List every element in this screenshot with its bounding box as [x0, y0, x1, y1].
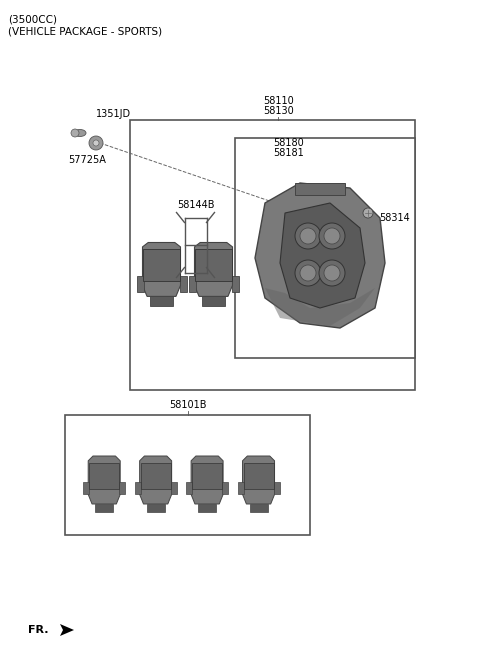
Polygon shape [141, 463, 171, 489]
Bar [135, 482, 141, 495]
Text: 58130: 58130 [263, 106, 294, 116]
Polygon shape [88, 456, 120, 504]
Circle shape [93, 140, 99, 146]
Ellipse shape [74, 129, 86, 137]
Polygon shape [192, 463, 222, 489]
Circle shape [89, 136, 103, 150]
Bar [238, 482, 243, 495]
Text: 58144B: 58144B [177, 200, 214, 210]
Text: 58180: 58180 [274, 138, 304, 148]
Text: 57725A: 57725A [68, 155, 106, 165]
Text: (VEHICLE PACKAGE - SPORTS): (VEHICLE PACKAGE - SPORTS) [8, 26, 162, 36]
Text: 58110: 58110 [263, 96, 294, 106]
Bar [198, 504, 216, 512]
Bar [235, 138, 415, 358]
Polygon shape [280, 203, 365, 308]
Circle shape [324, 265, 340, 281]
Circle shape [295, 260, 321, 286]
Text: 58101B: 58101B [169, 400, 206, 410]
Circle shape [71, 129, 79, 137]
Bar [119, 482, 125, 495]
Text: (3500CC): (3500CC) [8, 14, 57, 24]
Bar [222, 482, 228, 495]
Polygon shape [265, 288, 375, 326]
Bar [136, 275, 144, 292]
Text: 58181: 58181 [274, 148, 304, 158]
Bar [250, 504, 267, 512]
Bar [83, 482, 89, 495]
Polygon shape [140, 456, 172, 504]
Polygon shape [194, 242, 232, 296]
Circle shape [300, 265, 316, 281]
Circle shape [319, 260, 345, 286]
Circle shape [295, 223, 321, 249]
Bar [189, 275, 195, 292]
Polygon shape [195, 249, 232, 281]
Polygon shape [60, 624, 74, 636]
Bar [65, 415, 310, 535]
Polygon shape [255, 183, 385, 328]
Bar [295, 183, 345, 195]
Polygon shape [243, 463, 274, 489]
Circle shape [300, 228, 316, 244]
Bar [147, 504, 165, 512]
Circle shape [324, 228, 340, 244]
Bar [202, 296, 225, 306]
Bar [180, 275, 187, 292]
Polygon shape [143, 242, 180, 296]
Text: 1351JD: 1351JD [96, 109, 131, 119]
Bar [274, 482, 279, 495]
Polygon shape [89, 463, 119, 489]
Circle shape [319, 223, 345, 249]
Polygon shape [143, 249, 180, 281]
Bar [150, 296, 173, 306]
Bar [171, 482, 177, 495]
Polygon shape [242, 456, 275, 504]
Bar [186, 482, 192, 495]
Bar [95, 504, 113, 512]
Text: FR.: FR. [28, 625, 48, 635]
Text: 58314: 58314 [379, 213, 410, 223]
Circle shape [363, 208, 373, 218]
Bar [231, 275, 239, 292]
Bar [130, 120, 415, 390]
Polygon shape [191, 456, 223, 504]
